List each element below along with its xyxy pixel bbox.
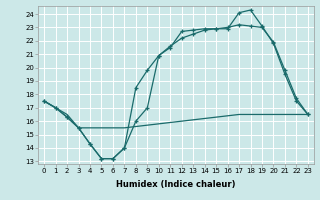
X-axis label: Humidex (Indice chaleur): Humidex (Indice chaleur) <box>116 180 236 189</box>
